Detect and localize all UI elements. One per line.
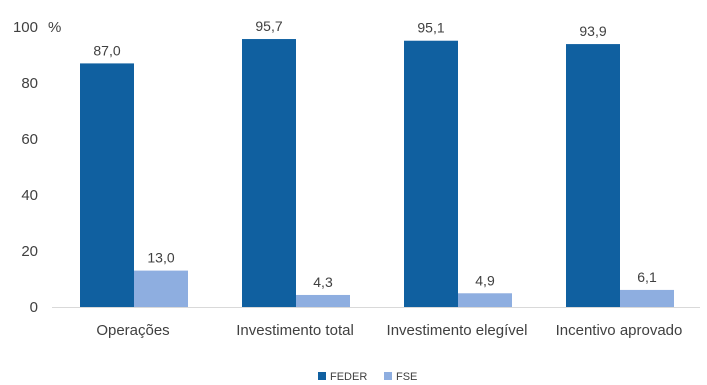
y-axis-unit: % xyxy=(48,19,61,36)
category-label: Incentivo aprovado xyxy=(556,322,683,339)
bar-feder-1 xyxy=(242,39,296,307)
data-labels: 87,0 13,0 95,7 4,3 95,1 4,9 93,9 6,1 xyxy=(93,18,657,290)
data-label-fse-1: 4,3 xyxy=(313,274,333,290)
bar-feder-0 xyxy=(80,63,134,308)
y-tick-label: 100 xyxy=(13,19,38,36)
data-label-fse-3: 6,1 xyxy=(637,269,657,285)
legend-label-fse: FSE xyxy=(396,371,417,383)
legend-swatch-fse xyxy=(384,372,392,380)
category-labels: Operações Investimento total Investimento … xyxy=(96,322,682,339)
bars xyxy=(80,39,674,308)
bar-fse-1 xyxy=(296,294,350,307)
legend-swatch-feder xyxy=(318,372,326,380)
category-label: Investimento total xyxy=(236,322,354,339)
bar-feder-2 xyxy=(404,40,458,307)
bar-fse-3 xyxy=(620,289,674,307)
legend-label-feder: FEDER xyxy=(330,371,367,383)
y-tick-label: 60 xyxy=(21,131,38,148)
bar-feder-3 xyxy=(566,44,620,308)
y-axis-ticks: 0 20 40 60 80 100 xyxy=(13,19,38,316)
y-tick-label: 80 xyxy=(21,75,38,92)
data-label-feder-2: 95,1 xyxy=(417,20,444,36)
category-label: Operações xyxy=(96,322,169,339)
bar-fse-2 xyxy=(458,293,512,307)
data-label-feder-1: 95,7 xyxy=(255,18,282,34)
data-label-fse-0: 13,0 xyxy=(147,250,174,266)
category-label: Investimento elegível xyxy=(387,322,528,339)
data-label-fse-2: 4,9 xyxy=(475,272,495,288)
y-tick-label: 0 xyxy=(30,299,38,316)
bar-fse-0 xyxy=(134,270,188,307)
data-label-feder-0: 87,0 xyxy=(93,42,120,58)
data-label-feder-3: 93,9 xyxy=(579,23,606,39)
legend: FEDER FSE xyxy=(318,371,417,383)
y-tick-label: 40 xyxy=(21,187,38,204)
y-tick-label: 20 xyxy=(21,243,38,260)
